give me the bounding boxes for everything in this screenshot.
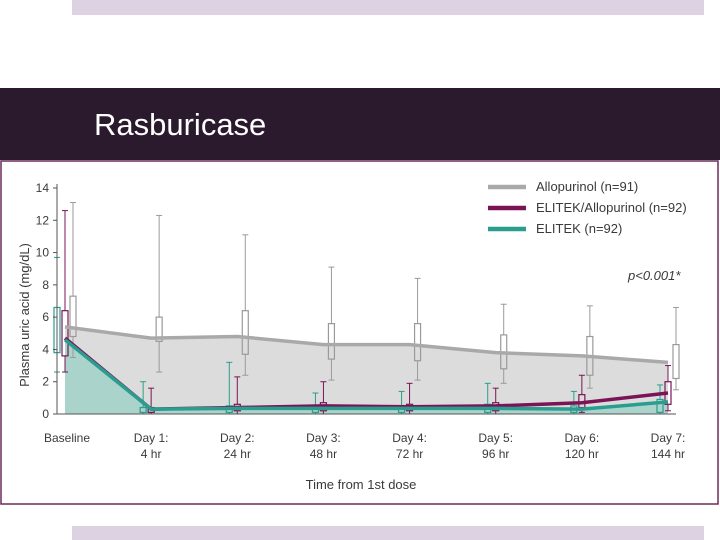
allopurinol-box-1 bbox=[155, 214, 163, 373]
legend-label: ELITEK (n=92) bbox=[536, 221, 622, 236]
title-band bbox=[0, 88, 720, 160]
x-category-label: Day 1: bbox=[134, 431, 169, 445]
x-category-label: Day 6: bbox=[565, 431, 600, 445]
allopurinol-box-3 bbox=[327, 266, 336, 381]
elitek-allopurinol-box-0 bbox=[61, 210, 69, 373]
allopurinol-area bbox=[65, 326, 668, 414]
elitek-line bbox=[63, 338, 669, 411]
legend-item-elitek: ELITEK (n=92) bbox=[488, 221, 622, 236]
legend-label: ELITEK/Allopurinol (n=92) bbox=[536, 200, 687, 215]
top-accent-bar bbox=[72, 0, 704, 15]
x-category-sublabel: 24 hr bbox=[224, 447, 251, 461]
x-category-sublabel: 4 hr bbox=[141, 447, 162, 461]
x-category-sublabel: 144 hr bbox=[651, 447, 685, 461]
allopurinol-box-4 bbox=[413, 277, 422, 381]
y-tick-label: 14 bbox=[36, 181, 50, 195]
x-category-label: Day 2: bbox=[220, 431, 255, 445]
allopurinol-box-7 bbox=[672, 306, 680, 391]
x-category-label: Day 3: bbox=[306, 431, 341, 445]
y-axis-label: Plasma uric acid (mg/dL) bbox=[17, 243, 32, 387]
x-axis-label: Time from 1st dose bbox=[306, 477, 417, 492]
uric-acid-chart: 0 2 4 6 8 10 12 14 Baseline Day 1: 4 hr Day 2: 24 h… bbox=[0, 160, 719, 505]
legend-item-allopurinol: Allopurinol (n=91) bbox=[488, 179, 638, 194]
y-tick-label: 2 bbox=[42, 375, 49, 389]
p-value-annotation: p<0.001* bbox=[627, 268, 681, 283]
elitek-area bbox=[65, 339, 668, 414]
y-tick-label: 8 bbox=[42, 278, 49, 292]
legend-item-elitek-allopurinol: ELITEK/Allopurinol (n=92) bbox=[488, 200, 687, 215]
x-category-sublabel: 72 hr bbox=[396, 447, 423, 461]
slide-title: Rasburicase bbox=[94, 107, 267, 142]
y-tick-label: 0 bbox=[42, 407, 49, 421]
x-category-label: Day 7: bbox=[651, 431, 686, 445]
allopurinol-line bbox=[64, 325, 669, 365]
legend-label: Allopurinol (n=91) bbox=[536, 179, 638, 194]
x-category-label: Day 5: bbox=[478, 431, 513, 445]
y-tick-label: 6 bbox=[42, 310, 49, 324]
x-category-sublabel: 96 hr bbox=[482, 447, 509, 461]
x-category-sublabel: 120 hr bbox=[565, 447, 599, 461]
y-tick-label: 12 bbox=[36, 213, 50, 227]
x-category-sublabel: 48 hr bbox=[310, 447, 337, 461]
y-tick-label: 10 bbox=[36, 246, 50, 260]
allopurinol-box-0 bbox=[69, 202, 77, 358]
chart-frame: 0 2 4 6 8 10 12 14 Baseline Day 1: 4 hr Day 2: 24 h… bbox=[0, 160, 720, 505]
bottom-accent-bar bbox=[72, 526, 704, 540]
y-tick-label: 4 bbox=[42, 342, 49, 356]
x-category-label: Day 4: bbox=[392, 431, 427, 445]
x-category-label: Baseline bbox=[44, 431, 90, 445]
allopurinol-box-2 bbox=[241, 234, 249, 376]
